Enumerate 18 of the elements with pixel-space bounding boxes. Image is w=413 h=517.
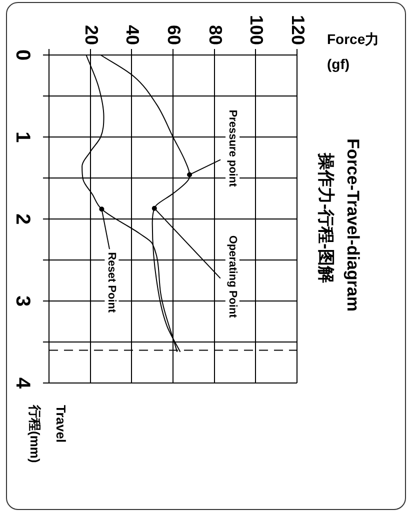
x-tick-label: 80 [205, 24, 226, 45]
text: Force-Travel-diagram [343, 138, 362, 312]
x-axis-title: Force力 (gf) [327, 30, 380, 72]
x-tick-label: 40 [122, 24, 143, 45]
y-tick-label: 0 [11, 49, 34, 61]
x-tick-label: 120 [288, 14, 308, 45]
x-tick-label: 20 [81, 24, 102, 45]
annotation: Operating Point [226, 235, 238, 318]
text: 操作力-行程-图解 [316, 152, 336, 284]
x-tick-label: 60 [164, 24, 184, 45]
y-axis-title: Travel 行程(mm) [27, 404, 68, 463]
annotation: Reset Point [106, 252, 118, 314]
y-tick-label: 3 [11, 295, 34, 307]
y-tick-label: 1 [11, 131, 34, 143]
y-tick-label: 4 [11, 377, 34, 390]
y-tick-label: 2 [11, 213, 34, 225]
x-tick-label: 100 [246, 14, 267, 45]
annotation: Pressure point [226, 110, 238, 188]
